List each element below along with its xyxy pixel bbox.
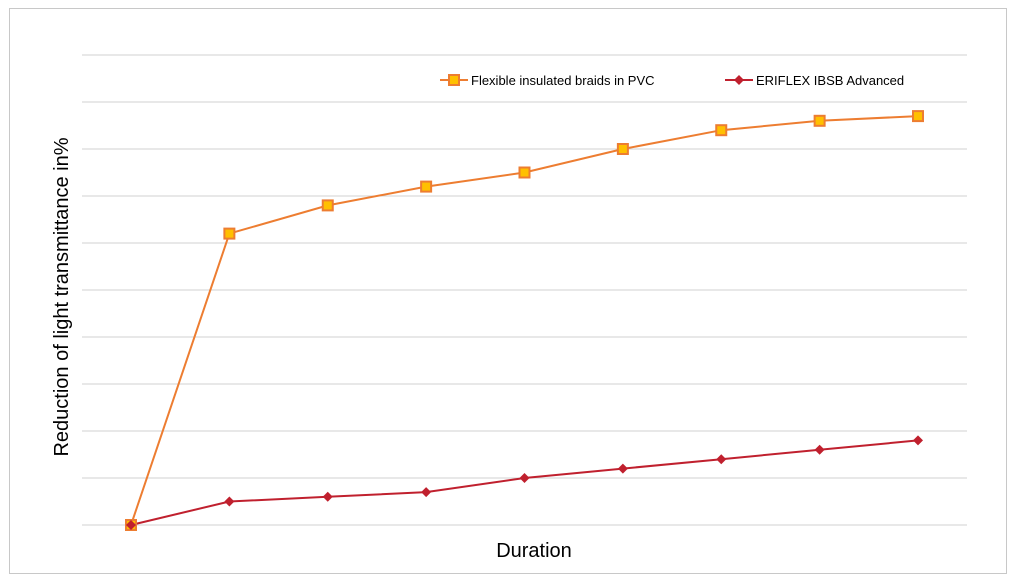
data-point-series-2-6 (716, 454, 727, 465)
data-point-series-1-2 (321, 199, 334, 212)
data-point-series-2-2 (322, 491, 333, 502)
legend: Flexible insulated braids in PVC ERIFLEX… (440, 73, 904, 88)
data-point-series-1-3 (420, 180, 433, 193)
data-point-series-2-7 (814, 444, 825, 455)
x-axis-label: Duration (496, 540, 572, 562)
data-point-series-2-3 (421, 487, 432, 498)
data-point-series-1-7 (813, 114, 826, 127)
data-point-series-1-5 (616, 143, 629, 155)
data-point-series-2-0 (126, 520, 136, 530)
legend-marker-series-2 (734, 75, 744, 85)
data-point-series-1-1 (223, 227, 236, 240)
series-markers (125, 110, 924, 531)
legend-marker-series-1 (448, 74, 460, 86)
gridlines (82, 54, 967, 526)
data-point-series-2-4 (519, 473, 530, 483)
data-point-series-2-5 (617, 463, 628, 474)
legend-label-series-1: Flexible insulated braids in PVC (471, 73, 655, 88)
data-point-series-2-8 (913, 435, 923, 446)
legend-label-series-2: ERIFLEX IBSB Advanced (756, 73, 904, 88)
data-point-series-1-8 (912, 110, 924, 123)
legend-item-series-1: Flexible insulated braids in PVC (440, 73, 655, 88)
data-point-series-1-6 (715, 124, 728, 137)
legend-item-series-2: ERIFLEX IBSB Advanced (725, 73, 904, 88)
data-point-series-1-4 (518, 166, 531, 179)
y-axis-label: Reduction of light transmittance in% (51, 137, 73, 456)
data-point-series-2-1 (224, 496, 235, 507)
